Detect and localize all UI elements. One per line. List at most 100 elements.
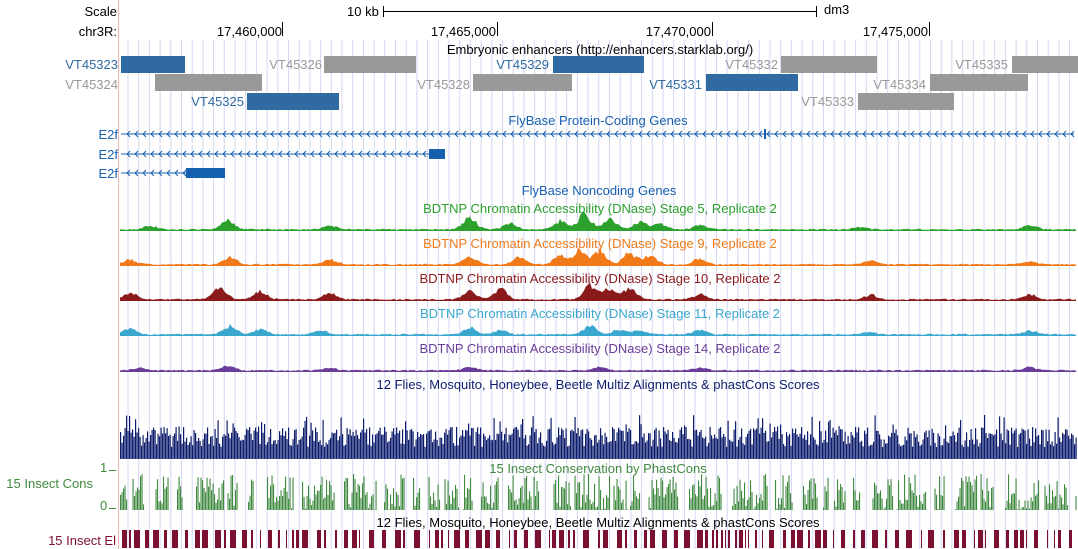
noncoding-track-title[interactable]: FlyBase Noncoding Genes <box>521 183 677 198</box>
enhancer-feature[interactable] <box>781 56 877 73</box>
enhancer-feature[interactable] <box>473 74 572 91</box>
phastcons-bar <box>827 477 829 510</box>
multiz-track-title[interactable]: 12 Flies, Mosquito, Honeybee, Beetle Mul… <box>376 377 820 392</box>
enhancer-feature[interactable] <box>324 56 416 73</box>
enhancer-label[interactable]: VT45333 <box>801 94 854 109</box>
multiz-bar <box>193 430 195 459</box>
multiz-bar <box>294 430 296 459</box>
enhancer-label[interactable]: VT45324 <box>65 77 118 92</box>
enhancers-track-title[interactable]: Embryonic enhancers (http://enhancers.st… <box>446 42 754 57</box>
position-label: 17,470,000 <box>645 24 711 39</box>
conserved-element <box>745 530 746 548</box>
strand-arrow <box>478 130 483 138</box>
enhancer-feature[interactable] <box>247 93 339 110</box>
multiz-bar <box>606 436 608 459</box>
multiz-bar <box>322 419 324 459</box>
strand-arrow <box>550 130 555 138</box>
conserved-element <box>833 530 834 548</box>
phastcons-bar <box>285 476 287 510</box>
enhancer-feature[interactable] <box>553 56 644 73</box>
multiz-bar <box>975 428 977 459</box>
enhancer-feature[interactable] <box>155 74 262 91</box>
phastcons-bar <box>627 509 629 510</box>
genes-track-title[interactable]: FlyBase Protein-Coding Genes <box>508 113 688 128</box>
phastcons-bar <box>824 486 826 510</box>
dnase-stage9-title[interactable]: BDTNP Chromatin Accessibility (DNase) St… <box>423 236 777 251</box>
multiz-bar <box>628 428 630 459</box>
enhancer-label[interactable]: VT45331 <box>649 77 702 92</box>
multiz-bar <box>313 440 315 459</box>
gene-label[interactable]: E2f <box>98 147 118 162</box>
multiz-bar <box>664 431 666 459</box>
position-tick <box>929 22 930 36</box>
enhancer-label[interactable]: VT45334 <box>873 77 926 92</box>
multiz-bar <box>571 429 573 459</box>
elements-side-label[interactable]: 15 Insect El <box>48 533 116 548</box>
multiz-bar <box>367 444 369 459</box>
multiz-bar <box>145 438 147 459</box>
phastcons-bar <box>965 476 967 510</box>
enhancer-feature[interactable] <box>1012 56 1078 73</box>
phastcons-bar <box>766 485 768 510</box>
multiz-bar <box>286 439 288 459</box>
gene-label[interactable]: E2f <box>98 127 118 142</box>
gene-label[interactable]: E2f <box>98 166 118 181</box>
enhancer-feature[interactable] <box>930 74 1028 91</box>
dnase-stage5-title[interactable]: BDTNP Chromatin Accessibility (DNase) St… <box>423 201 777 216</box>
multiz-bar <box>430 429 432 459</box>
enhancer-label[interactable]: VT45335 <box>955 57 1008 72</box>
dnase-stage11-title[interactable]: BDTNP Chromatin Accessibility (DNase) St… <box>419 306 781 321</box>
enhancer-label[interactable]: VT45328 <box>417 77 470 92</box>
strand-arrow <box>494 130 499 138</box>
strand-arrow <box>238 150 243 158</box>
multiz-bar <box>352 431 354 459</box>
multiz-bar <box>877 431 879 459</box>
multiz-bar <box>765 430 767 459</box>
strand-arrow <box>174 150 179 158</box>
multiz-bar <box>484 436 486 459</box>
conserved-element <box>735 530 737 548</box>
enhancer-label[interactable]: VT45332 <box>725 57 778 72</box>
phastcons-bar <box>634 490 636 510</box>
phastcons-bar <box>759 497 761 510</box>
strand-arrow <box>422 150 427 158</box>
multiz-bar <box>837 435 839 459</box>
multiz-bar <box>813 437 815 459</box>
dnase-stage10-title[interactable]: BDTNP Chromatin Accessibility (DNase) St… <box>419 271 781 286</box>
phastcons-bar <box>732 505 734 510</box>
phastcons-bar <box>1036 493 1038 510</box>
phastcons-bar <box>889 485 891 510</box>
enhancer-label[interactable]: VT45326 <box>269 57 322 72</box>
enhancer-label[interactable]: VT45323 <box>65 57 118 72</box>
enhancer-feature[interactable] <box>121 56 185 73</box>
phastcons-bar <box>693 484 695 510</box>
multiz-bar <box>495 439 497 459</box>
phastcons-side-label[interactable]: 15 Insect Cons <box>6 476 93 491</box>
enhancer-label[interactable]: VT45325 <box>191 94 244 109</box>
dnase-stage14-title[interactable]: BDTNP Chromatin Accessibility (DNase) St… <box>419 341 781 356</box>
phastcons-track-title[interactable]: 15 Insect Conservation by PhastCons <box>489 461 707 476</box>
phastcons-bar <box>305 508 307 510</box>
multiz-bar <box>453 443 455 459</box>
phastcons-bar <box>212 483 214 510</box>
multiz-bar <box>879 434 881 459</box>
multiz-bar <box>721 437 723 459</box>
multiz-bar <box>400 443 402 459</box>
enhancer-feature[interactable] <box>706 74 798 91</box>
phastcons-bar <box>604 508 606 510</box>
phastcons-bar <box>857 500 859 510</box>
multiz-bar <box>303 427 305 459</box>
conserved-element <box>317 530 321 548</box>
strand-arrow <box>502 130 507 138</box>
enhancer-feature[interactable] <box>858 93 954 110</box>
multiz-bar <box>901 445 903 459</box>
multiz-bar <box>538 437 540 459</box>
enhancer-label[interactable]: VT45329 <box>496 57 549 72</box>
phastcons-bar <box>286 491 288 510</box>
multiz-bar <box>906 440 908 459</box>
multiz-bar <box>784 446 786 459</box>
elements-track-title[interactable]: 12 Flies, Mosquito, Honeybee, Beetle Mul… <box>376 515 820 530</box>
multiz-bar <box>130 432 132 459</box>
multiz-bar <box>246 428 248 459</box>
